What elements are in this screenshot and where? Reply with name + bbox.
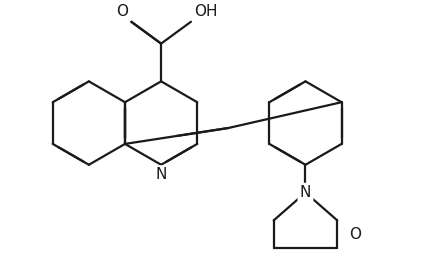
- Text: N: N: [155, 167, 167, 182]
- Text: O: O: [349, 227, 361, 242]
- Text: OH: OH: [194, 4, 217, 19]
- Text: O: O: [116, 4, 128, 19]
- Text: N: N: [300, 185, 311, 200]
